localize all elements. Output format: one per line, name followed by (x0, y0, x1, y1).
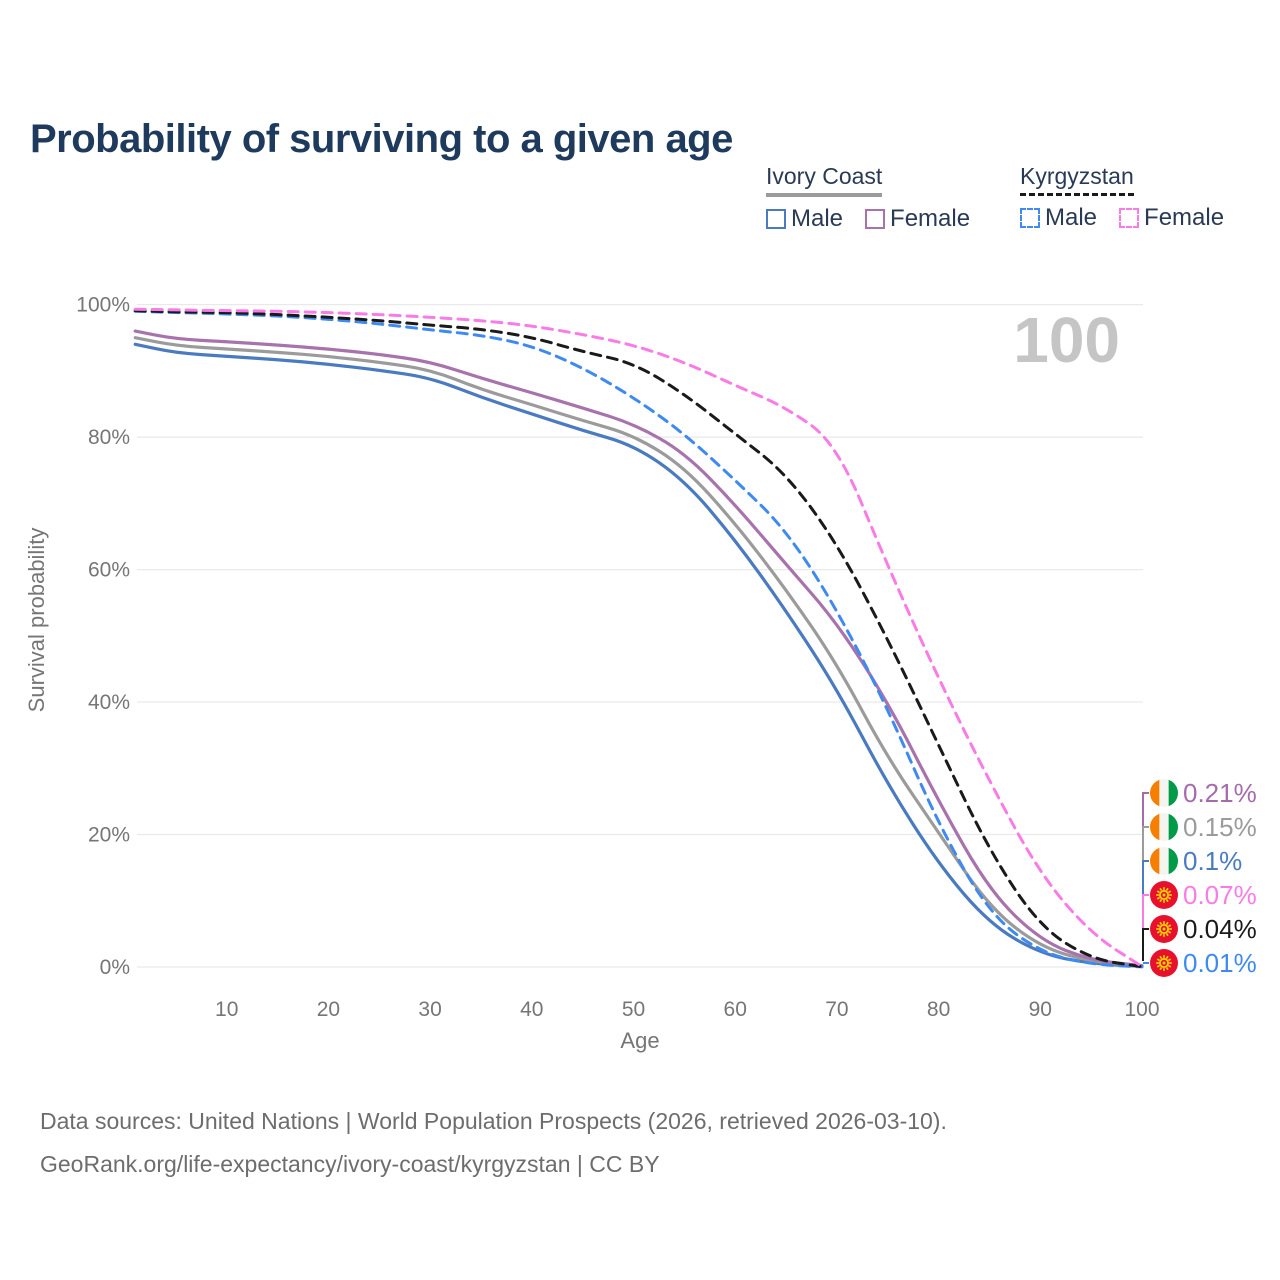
legend-item-kyrgyzstan-male[interactable]: Male (1020, 204, 1097, 232)
data-sources-line: Data sources: United Nations | World Pop… (40, 1108, 947, 1134)
x-tick-label-60: 60 (724, 998, 747, 1021)
legend-item-label: Female (1144, 204, 1225, 231)
series-line-ivory-coast-male[interactable] (133, 342, 1144, 968)
footer: Data sources: United Nations | World Pop… (40, 1100, 947, 1186)
legend-group-ivory-coast: Ivory Coast Male Female (766, 163, 970, 233)
end-value-label-kyrgyzstan-total: 0.04% (1183, 914, 1257, 944)
ivory-coast-flag-icon (1150, 779, 1178, 807)
y-tick-label-100: 100% (76, 294, 130, 317)
legend-item-ivory-coast-female[interactable]: Female (865, 205, 970, 233)
ivory-coast-flag-icon (1150, 813, 1178, 841)
x-tick-label-100: 100 (1124, 998, 1159, 1021)
y-tick-label-20: 20% (88, 824, 130, 847)
end-value-label-ivory-coast-male: 0.1% (1183, 846, 1242, 876)
kyrgyzstan-flag-icon (1150, 881, 1178, 909)
y-axis-title: Survival probability (24, 528, 49, 713)
legend-items-kyrgyzstan: Male Female (1020, 204, 1224, 232)
legend: Ivory Coast Male Female Kyrgyzstan Male … (0, 163, 1280, 243)
series-line-ivory-coast-female[interactable] (133, 329, 1144, 968)
kyrgyzstan-flag-icon (1150, 915, 1178, 943)
x-tick-label-40: 40 (520, 998, 543, 1021)
kyrgyzstan-male-swatch-icon (1020, 208, 1040, 228)
x-tick-label-20: 20 (317, 998, 340, 1021)
ivory-coast-male-swatch-icon (766, 209, 786, 229)
ivory-coast-female-swatch-icon (865, 209, 886, 229)
kyrgyzstan-female-swatch-icon (1119, 208, 1140, 228)
series-line-kyrgyzstan-total[interactable] (133, 309, 1144, 969)
y-tick-label-0: 0% (100, 956, 130, 979)
x-tick-label-10: 10 (215, 998, 238, 1021)
x-tick-label-30: 30 (418, 998, 441, 1021)
legend-country-kyrgyzstan[interactable]: Kyrgyzstan (1020, 163, 1134, 196)
legend-item-ivory-coast-male[interactable]: Male (766, 205, 843, 233)
legend-items-ivory-coast: Male Female (766, 205, 970, 233)
end-value-label-kyrgyzstan-male: 0.01% (1183, 948, 1257, 978)
series-line-ivory-coast-total[interactable] (133, 336, 1144, 968)
y-tick-label-60: 60% (88, 559, 130, 582)
y-tick-label-80: 80% (88, 426, 130, 449)
page-title: Probability of surviving to a given age (30, 116, 733, 161)
legend-country-ivory-coast[interactable]: Ivory Coast (766, 163, 883, 197)
legend-item-label: Male (1045, 204, 1098, 231)
x-tick-label-80: 80 (927, 998, 950, 1021)
legend-item-label: Male (791, 205, 844, 232)
x-tick-label-90: 90 (1029, 998, 1052, 1021)
x-tick-label-70: 70 (825, 998, 848, 1021)
legend-item-kyrgyzstan-female[interactable]: Female (1119, 204, 1224, 232)
kyrgyzstan-flag-icon (1150, 949, 1178, 977)
legend-item-label: Female (890, 205, 971, 232)
legend-group-kyrgyzstan: Kyrgyzstan Male Female (1020, 163, 1224, 232)
end-label-connector-kyrgyzstan-total (1142, 928, 1149, 961)
y-tick-label-40: 40% (88, 691, 130, 714)
x-axis-title: Age (620, 1028, 659, 1053)
series-line-kyrgyzstan-male[interactable] (133, 309, 1144, 969)
series-line-kyrgyzstan-female[interactable] (133, 307, 1144, 968)
hover-age-indicator: 100 (1013, 304, 1120, 376)
end-value-label-ivory-coast-total: 0.15% (1183, 812, 1257, 842)
ivory-coast-flag-icon (1150, 847, 1178, 875)
attribution-line[interactable]: GeoRank.org/life-expectancy/ivory-coast/… (40, 1151, 660, 1177)
end-value-label-ivory-coast-female: 0.21% (1183, 778, 1257, 808)
x-tick-label-50: 50 (622, 998, 645, 1021)
end-value-label-kyrgyzstan-female: 0.07% (1183, 880, 1257, 910)
